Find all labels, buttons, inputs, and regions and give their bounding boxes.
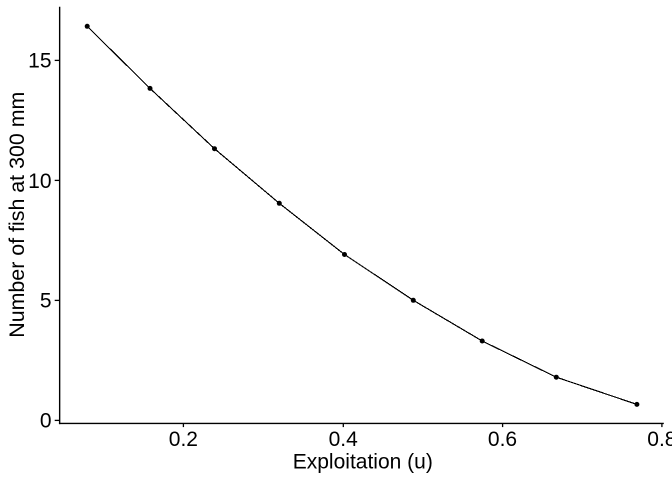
- svg-text:10: 10: [28, 170, 51, 193]
- svg-text:Number of fish at 300 mm: Number of fish at 300 mm: [5, 92, 29, 338]
- svg-text:0.6: 0.6: [488, 428, 517, 451]
- svg-text:15: 15: [28, 50, 51, 73]
- svg-text:0.2: 0.2: [169, 428, 198, 451]
- svg-text:0.4: 0.4: [329, 428, 359, 451]
- svg-text:Exploitation (u): Exploitation (u): [293, 450, 433, 473]
- svg-text:0.8: 0.8: [647, 428, 672, 451]
- svg-text:0: 0: [40, 410, 52, 433]
- svg-text:5: 5: [40, 290, 52, 313]
